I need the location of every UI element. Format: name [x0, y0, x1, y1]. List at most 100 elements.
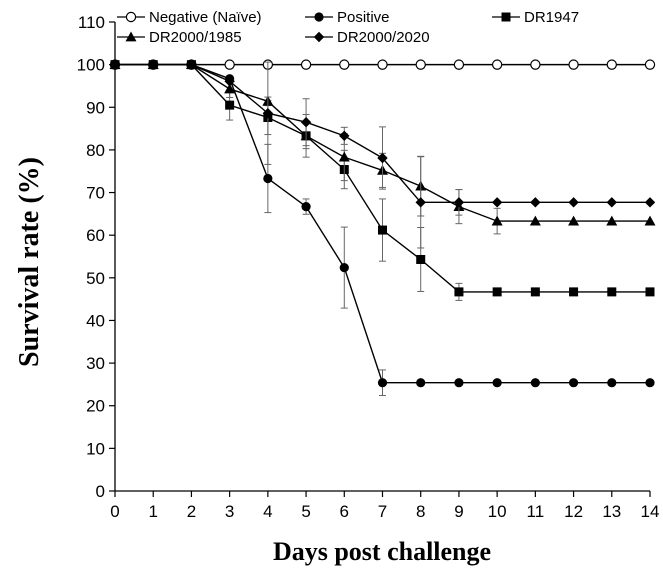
data-point [645, 378, 655, 388]
data-point [339, 59, 350, 70]
data-point [378, 225, 387, 235]
x-tick-label: 1 [148, 502, 157, 521]
data-point [262, 108, 274, 119]
data-point [377, 59, 388, 70]
x-tick-label: 5 [301, 502, 310, 521]
y-tick-label: 80 [86, 141, 105, 160]
y-tick-label: 10 [86, 439, 105, 458]
legend-entry: Positive [305, 9, 390, 26]
y-tick-label: 50 [86, 269, 105, 288]
data-point [301, 202, 311, 212]
x-tick-label: 2 [187, 502, 196, 521]
x-tick-label: 9 [454, 502, 463, 521]
data-point [377, 152, 388, 164]
data-point [339, 130, 350, 142]
data-point [606, 215, 618, 226]
legend: Negative (Naïve) Positive DR1947 DR2000/198… [117, 9, 579, 46]
data-point [224, 59, 235, 70]
y-tick-label: 0 [96, 482, 105, 501]
data-point [607, 378, 617, 388]
data-point [415, 197, 426, 208]
data-point [568, 378, 579, 388]
data-point [225, 100, 235, 110]
data-point [607, 287, 617, 297]
x-tick-label: 4 [263, 502, 272, 521]
data-point [530, 378, 540, 388]
x-tick-label: 14 [641, 502, 660, 521]
legend-marker [501, 12, 511, 22]
data-point [491, 197, 503, 208]
legend-label: Negative (Naïve) [149, 9, 262, 26]
data-point [453, 197, 465, 208]
data-point [492, 378, 502, 388]
legend-label: DR2000/1985 [149, 29, 242, 46]
series-layer [109, 59, 656, 396]
data-point [224, 76, 235, 87]
x-tick-label: 12 [564, 502, 583, 521]
x-tick-label: 13 [602, 502, 621, 521]
data-point [530, 287, 540, 297]
data-point [224, 83, 236, 94]
y-tick-label: 60 [86, 226, 105, 245]
data-point [186, 59, 197, 70]
y-tick-label: 100 [77, 56, 105, 75]
legend-marker [313, 31, 325, 43]
data-point [568, 59, 579, 70]
data-point [339, 262, 349, 273]
data-point [530, 59, 541, 70]
data-point [300, 59, 312, 70]
data-point [300, 116, 312, 128]
legend-entry: DR1947 [492, 9, 579, 26]
data-point [338, 151, 350, 162]
y-axis-title: Survival rate (%) [14, 157, 45, 367]
x-tick-label: 3 [225, 502, 234, 521]
data-point [644, 215, 656, 226]
x-axis-title: Days post challenge [273, 537, 491, 566]
x-tick-label: 8 [416, 502, 425, 521]
series-dr2000-2020 [109, 59, 656, 249]
data-point [454, 287, 464, 297]
data-point [644, 59, 656, 70]
legend-entry: Negative (Naïve) [117, 9, 262, 26]
data-point [416, 254, 426, 264]
data-point [606, 59, 617, 70]
data-point [454, 378, 464, 388]
y-tick-label: 110 [78, 13, 105, 32]
legend-label: DR2000/2020 [337, 29, 430, 46]
data-point [606, 197, 617, 208]
x-tick-label: 10 [488, 502, 507, 521]
data-point [568, 197, 579, 208]
y-tick-label: 70 [86, 184, 105, 203]
x-tick-label: 0 [110, 502, 119, 521]
data-point [645, 287, 655, 297]
y-tick-label: 20 [86, 397, 105, 416]
y-tick-label: 40 [86, 311, 105, 330]
legend-entry: DR2000/2020 [305, 29, 430, 46]
legend-marker [125, 11, 137, 23]
legend-marker [314, 12, 324, 22]
data-point [263, 173, 273, 184]
data-point [416, 378, 426, 388]
legend-label: DR1947 [524, 9, 579, 26]
data-point [377, 378, 388, 388]
data-point [529, 215, 541, 226]
data-point [148, 59, 159, 70]
data-point [568, 215, 580, 226]
data-point [644, 197, 656, 208]
data-point [415, 59, 426, 70]
legend-marker [125, 31, 137, 42]
x-tick-label: 11 [527, 502, 545, 521]
x-tick-label: 6 [340, 502, 349, 521]
data-point [453, 59, 465, 70]
y-tick-label: 30 [86, 354, 105, 373]
data-point [569, 287, 579, 297]
x-tick-label: 7 [378, 502, 387, 521]
legend-entry: DR2000/1985 [117, 29, 242, 46]
data-point [491, 59, 503, 70]
data-point [492, 287, 502, 297]
legend-label: Positive [337, 9, 390, 26]
data-point [530, 197, 541, 208]
